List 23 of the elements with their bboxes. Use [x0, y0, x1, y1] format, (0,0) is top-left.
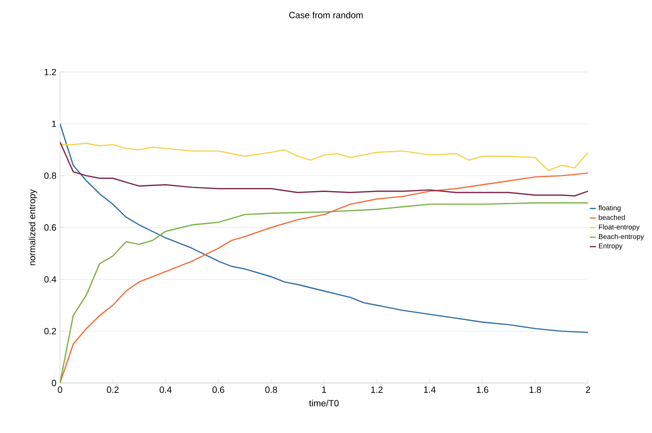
- x-tick-label: 1.2: [371, 386, 383, 393]
- y-tick-label: 0.6: [44, 224, 56, 231]
- y-tick-label: 0.2: [44, 328, 56, 334]
- x-tick-label: 0.8: [265, 386, 278, 393]
- x-tick-label: 1.4: [424, 386, 436, 393]
- x-tick-label: 1: [322, 386, 326, 393]
- y-tick-label: 0.8: [44, 172, 56, 179]
- line-series: [60, 142, 588, 172]
- x-tick-label: 0: [58, 386, 62, 393]
- line-series: [60, 123, 588, 334]
- chart-title: Case from random: [289, 12, 363, 18]
- x-tick-label: 1.6: [476, 386, 488, 393]
- x-tick-label: 0.4: [160, 386, 172, 393]
- x-axis-title: time/T0: [309, 400, 339, 406]
- x-tick-label: 1.8: [530, 386, 542, 393]
- x-tick-label: 0.6: [212, 386, 224, 393]
- x-tick-label: 2: [586, 386, 590, 393]
- y-tick-label: 1.2: [44, 68, 56, 76]
- y-tick-label: 0.4: [44, 276, 56, 283]
- x-tick-label: 0.2: [106, 386, 119, 393]
- y-axis-title: normalized entropy: [28, 189, 38, 266]
- y-tick-label: 0: [52, 380, 56, 386]
- y-tick-label: 1: [52, 120, 56, 127]
